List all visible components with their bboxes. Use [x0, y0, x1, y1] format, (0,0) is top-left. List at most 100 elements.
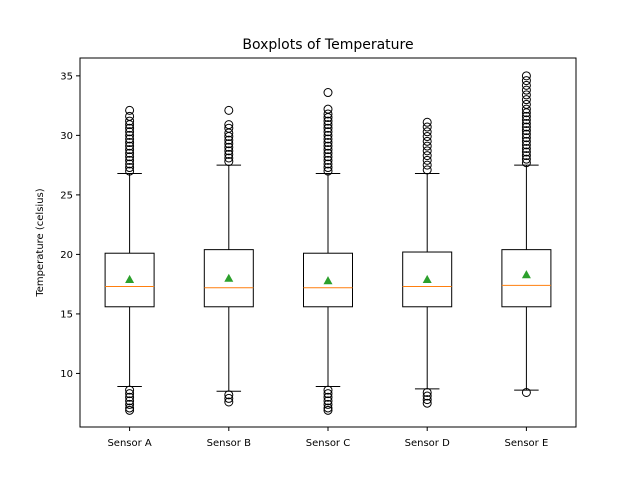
outlier-point: [125, 148, 135, 158]
outlier-point: [224, 135, 234, 145]
outlier-point: [125, 385, 135, 395]
outlier-point: [125, 389, 135, 399]
outlier-point: [125, 141, 135, 151]
outlier-point: [521, 151, 531, 161]
outlier-point: [224, 105, 234, 115]
outlier-point: [521, 133, 531, 143]
outlier-point: [125, 399, 135, 409]
mean-marker: [125, 274, 135, 283]
outlier-point: [521, 95, 531, 105]
outlier-point: [323, 159, 333, 169]
outlier-point: [521, 387, 531, 397]
y-tick-label: 15: [60, 309, 73, 320]
outlier-point: [323, 166, 333, 176]
plot-area: [104, 71, 552, 415]
outlier-point: [323, 405, 333, 415]
y-tick-label: 20: [60, 250, 73, 261]
outlier-point: [323, 130, 333, 140]
outlier-point: [323, 120, 333, 130]
outlier-point: [422, 127, 432, 137]
outlier-point: [125, 145, 135, 155]
outlier-point: [521, 154, 531, 164]
outlier-point: [125, 127, 135, 137]
outlier-point: [323, 88, 333, 98]
outlier-point: [521, 158, 531, 168]
outlier-point: [521, 126, 531, 136]
outlier-point: [323, 141, 333, 151]
outlier-point: [125, 138, 135, 148]
outlier-point: [422, 160, 432, 170]
outlier-point: [521, 122, 531, 132]
outlier-point: [224, 393, 234, 403]
y-tick-label: 25: [60, 190, 73, 201]
outlier-point: [521, 118, 531, 128]
outlier-point: [224, 120, 234, 130]
outlier-point: [323, 163, 333, 173]
outlier-point: [422, 391, 432, 401]
outlier-point: [125, 405, 135, 415]
outlier-point: [422, 151, 432, 161]
box-group: [501, 71, 552, 397]
box: [303, 252, 353, 308]
outlier-point: [323, 148, 333, 158]
outlier-point: [323, 138, 333, 148]
y-tick-label: 10: [60, 369, 73, 380]
x-tick-label: Sensor A: [107, 438, 151, 449]
outlier-point: [125, 134, 135, 144]
outlier-point: [125, 403, 135, 413]
outlier-point: [521, 80, 531, 90]
outlier-point: [125, 123, 135, 133]
outlier-point: [224, 146, 234, 156]
outlier-point: [125, 155, 135, 165]
box: [402, 251, 453, 308]
outlier-point: [521, 85, 531, 95]
outlier-point: [323, 123, 333, 133]
mean-marker: [323, 276, 333, 285]
outlier-point: [521, 143, 531, 153]
outlier-point: [422, 155, 432, 165]
outlier-point: [422, 117, 432, 127]
outlier-point: [125, 116, 135, 126]
x-tick-label: Sensor E: [505, 438, 549, 449]
outlier-point: [125, 152, 135, 162]
outlier-point: [323, 104, 333, 114]
outlier-point: [521, 76, 531, 86]
outlier-point: [125, 396, 135, 406]
outlier-point: [224, 397, 234, 407]
outlier-point: [323, 389, 333, 399]
outlier-point: [323, 109, 333, 119]
outlier-point: [323, 399, 333, 409]
box: [501, 249, 552, 308]
outlier-point: [521, 129, 531, 139]
chart-title: Boxplots of Temperature: [242, 37, 413, 53]
x-tick-label: Sensor D: [405, 438, 450, 449]
outlier-point: [125, 166, 135, 176]
outlier-point: [323, 396, 333, 406]
outlier-point: [422, 398, 432, 408]
box: [104, 252, 155, 308]
outlier-point: [224, 390, 234, 400]
y-axis-label: Temperature (celsius): [35, 188, 46, 297]
outlier-point: [521, 115, 531, 125]
outlier-point: [422, 395, 432, 405]
outlier-point: [224, 139, 234, 149]
outlier-point: [521, 104, 531, 114]
outlier-point: [125, 163, 135, 173]
mean-marker: [521, 270, 531, 279]
outlier-point: [521, 147, 531, 157]
outlier-point: [224, 123, 234, 133]
outlier-point: [422, 136, 432, 146]
outlier-point: [323, 155, 333, 165]
mean-marker: [422, 274, 432, 283]
outlier-point: [521, 140, 531, 150]
outlier-point: [422, 146, 432, 156]
y-tick-label: 35: [60, 71, 73, 82]
outlier-point: [323, 152, 333, 162]
outlier-point: [224, 149, 234, 159]
box: [203, 249, 254, 308]
box-group: [104, 105, 155, 415]
outlier-point: [521, 71, 531, 81]
x-tick-label: Sensor B: [207, 438, 251, 449]
outlier-point: [422, 387, 432, 397]
